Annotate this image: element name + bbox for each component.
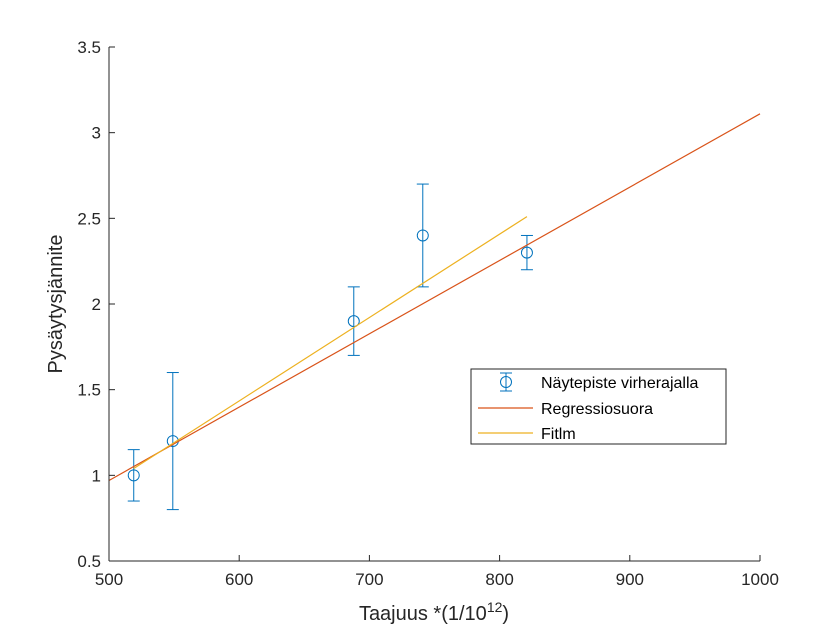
x-tick-label: 600 — [225, 570, 253, 589]
series-line — [108, 113, 761, 481]
y-tick-label: 1 — [92, 466, 101, 485]
y-axis-label: Pysäytysjännite — [45, 235, 67, 374]
legend-marker-circle — [500, 376, 512, 388]
x-tick-label: 900 — [616, 570, 644, 589]
legend-box — [470, 368, 727, 445]
y-tick-label: 2 — [92, 295, 101, 314]
data-point — [416, 229, 429, 242]
axes-layer: 500 600 700 800 900 1000 0.5 1 1.5 2 2.5 3 3.5 — [77, 38, 779, 589]
legend-items: Näytepiste virherajalla Regressiosuora Fit… — [478, 372, 699, 443]
x-tick-label: 800 — [485, 570, 513, 589]
y-tick-label: 3.5 — [77, 38, 101, 57]
legend: Näytepiste virherajalla Regressiosuora Fit… — [470, 368, 727, 445]
y-ticks: 0.5 1 1.5 2 2.5 3 3.5 — [77, 38, 115, 571]
y-tick-label: 3 — [92, 124, 101, 143]
plot-area — [109, 47, 760, 561]
data-point — [520, 246, 533, 259]
y-tick-label: 1.5 — [77, 381, 101, 400]
x-tick-label: 500 — [95, 570, 123, 589]
legend-label: Regressiosuora — [541, 401, 653, 418]
legend-label: Näytepiste virherajalla — [541, 375, 699, 392]
y-tick-label: 2.5 — [77, 209, 101, 228]
series-line-1 — [108, 113, 761, 481]
legend-label: Fitlm — [541, 426, 576, 443]
data-point — [347, 315, 360, 328]
series-line — [133, 216, 528, 469]
x-tick-label: 700 — [355, 570, 383, 589]
y-tick-label: 0.5 — [77, 552, 101, 571]
x-tick-label: 1000 — [741, 570, 779, 589]
data-point — [127, 469, 140, 482]
x-axis-label: Taajuus *(1/1012) — [359, 599, 509, 625]
series-layer — [108, 113, 761, 511]
x-ticks: 500 600 700 800 900 1000 — [95, 555, 779, 589]
series-line-2 — [133, 216, 528, 469]
series-errorbar — [127, 183, 533, 511]
